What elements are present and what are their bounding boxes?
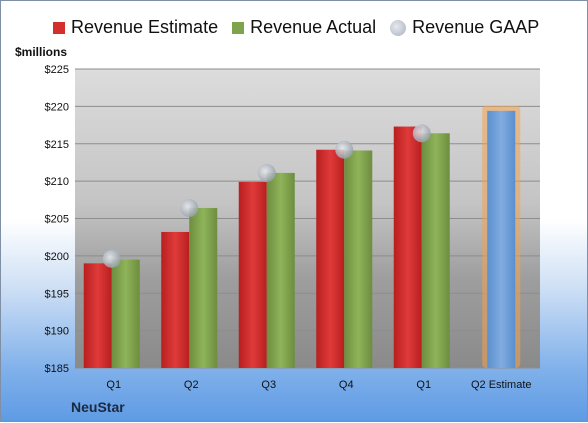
bar-revenue-estimate <box>238 181 267 368</box>
marker-revenue-gaap <box>335 140 354 159</box>
bar-revenue-actual <box>111 259 140 368</box>
x-axis-ticks: Q1 Q2 Q3 Q4 Q1 Q2 Estimate <box>106 379 531 391</box>
y-axis-ticks: $185 $190 $195 $200 $205 $210 $215 $220 $225 <box>45 64 69 375</box>
y-tick-label: $225 <box>45 64 69 76</box>
y-tick-label: $215 <box>45 139 69 151</box>
legend-item-actual: Revenue Actual <box>232 17 376 38</box>
x-tick-label: Q3 <box>261 379 276 391</box>
bars <box>83 105 521 369</box>
x-tick-label: Q1 <box>106 379 121 391</box>
bar-revenue-estimate <box>316 149 345 368</box>
x-tick-label: Q1 <box>416 379 431 391</box>
marker-revenue-gaap <box>412 124 431 143</box>
bar-revenue-actual <box>421 133 450 368</box>
legend-swatch-estimate <box>53 21 65 34</box>
y-tick-label: $195 <box>45 288 69 300</box>
legend-label-estimate: Revenue Estimate <box>71 17 219 37</box>
x-tick-label: Q4 <box>339 379 354 391</box>
legend-item-estimate: Revenue Estimate <box>53 17 218 38</box>
legend: Revenue Estimate Revenue Actual Revenue … <box>53 17 553 38</box>
y-tick-label: $185 <box>45 363 69 375</box>
legend-label-gaap: Revenue GAAP <box>412 17 540 37</box>
bar-revenue-actual <box>266 172 295 368</box>
marker-revenue-gaap <box>257 163 276 182</box>
y-tick-label: $190 <box>45 326 69 338</box>
y-axis-unit-label: $millions <box>15 45 68 59</box>
legend-label-actual: Revenue Actual <box>250 17 377 37</box>
y-tick-label: $220 <box>45 101 69 113</box>
bar-revenue-estimate <box>83 263 112 368</box>
x-tick-label: Q2 <box>184 379 199 391</box>
marker-revenue-gaap <box>102 249 121 268</box>
legend-swatch-actual <box>232 21 245 34</box>
bar-revenue-estimate <box>393 126 422 369</box>
y-tick-label: $210 <box>45 176 69 188</box>
bar-revenue-forecast <box>487 110 516 369</box>
gridlines <box>75 68 540 369</box>
marker-revenue-gaap <box>180 199 199 218</box>
x-tick-label: Q2 Estimate <box>471 379 532 391</box>
company-name: NeuStar <box>71 399 125 415</box>
gaap-markers <box>102 124 431 268</box>
bar-revenue-actual <box>344 150 373 368</box>
y-tick-label: $200 <box>45 251 69 263</box>
bar-revenue-actual <box>189 208 218 368</box>
legend-dot-gaap <box>390 19 407 36</box>
bar-revenue-estimate <box>161 231 190 368</box>
legend-item-gaap: Revenue GAAP <box>390 17 539 38</box>
y-tick-label: $205 <box>45 214 69 226</box>
